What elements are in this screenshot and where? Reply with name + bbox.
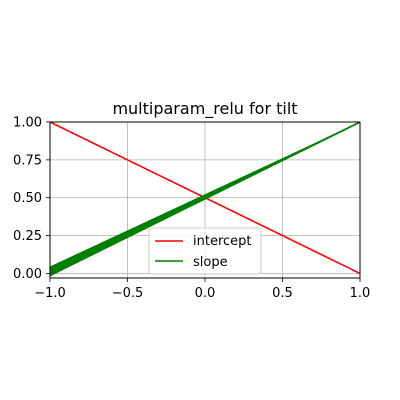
y-tick-label: 0.00: [13, 267, 42, 282]
legend-label-slope: slope: [193, 255, 228, 270]
legend-label-intercept: intercept: [193, 234, 252, 249]
x-tick-label: 1.0: [350, 286, 371, 301]
series-layer: [50, 122, 360, 277]
y-tick-label: 0.25: [13, 229, 42, 244]
chart-title: multiparam_relu for tilt: [112, 99, 297, 119]
x-tick-label: 0.5: [272, 286, 293, 301]
x-tick-label: −1.0: [34, 286, 66, 301]
y-axis: 0.00 0.25 0.50 0.75 1.00: [13, 116, 50, 282]
legend-box: [148, 227, 262, 275]
y-tick-label: 0.50: [13, 191, 42, 206]
y-tick-label: 1.00: [13, 116, 42, 131]
y-tick-label: 0.75: [13, 153, 42, 168]
legend: intercept slope: [148, 227, 262, 275]
series-slope-line: [50, 122, 360, 275]
x-tick-label: −0.5: [112, 286, 144, 301]
x-tick-label: 0.0: [195, 286, 216, 301]
x-axis: −1.0 −0.5 0.0 0.5 1.0: [34, 278, 370, 301]
